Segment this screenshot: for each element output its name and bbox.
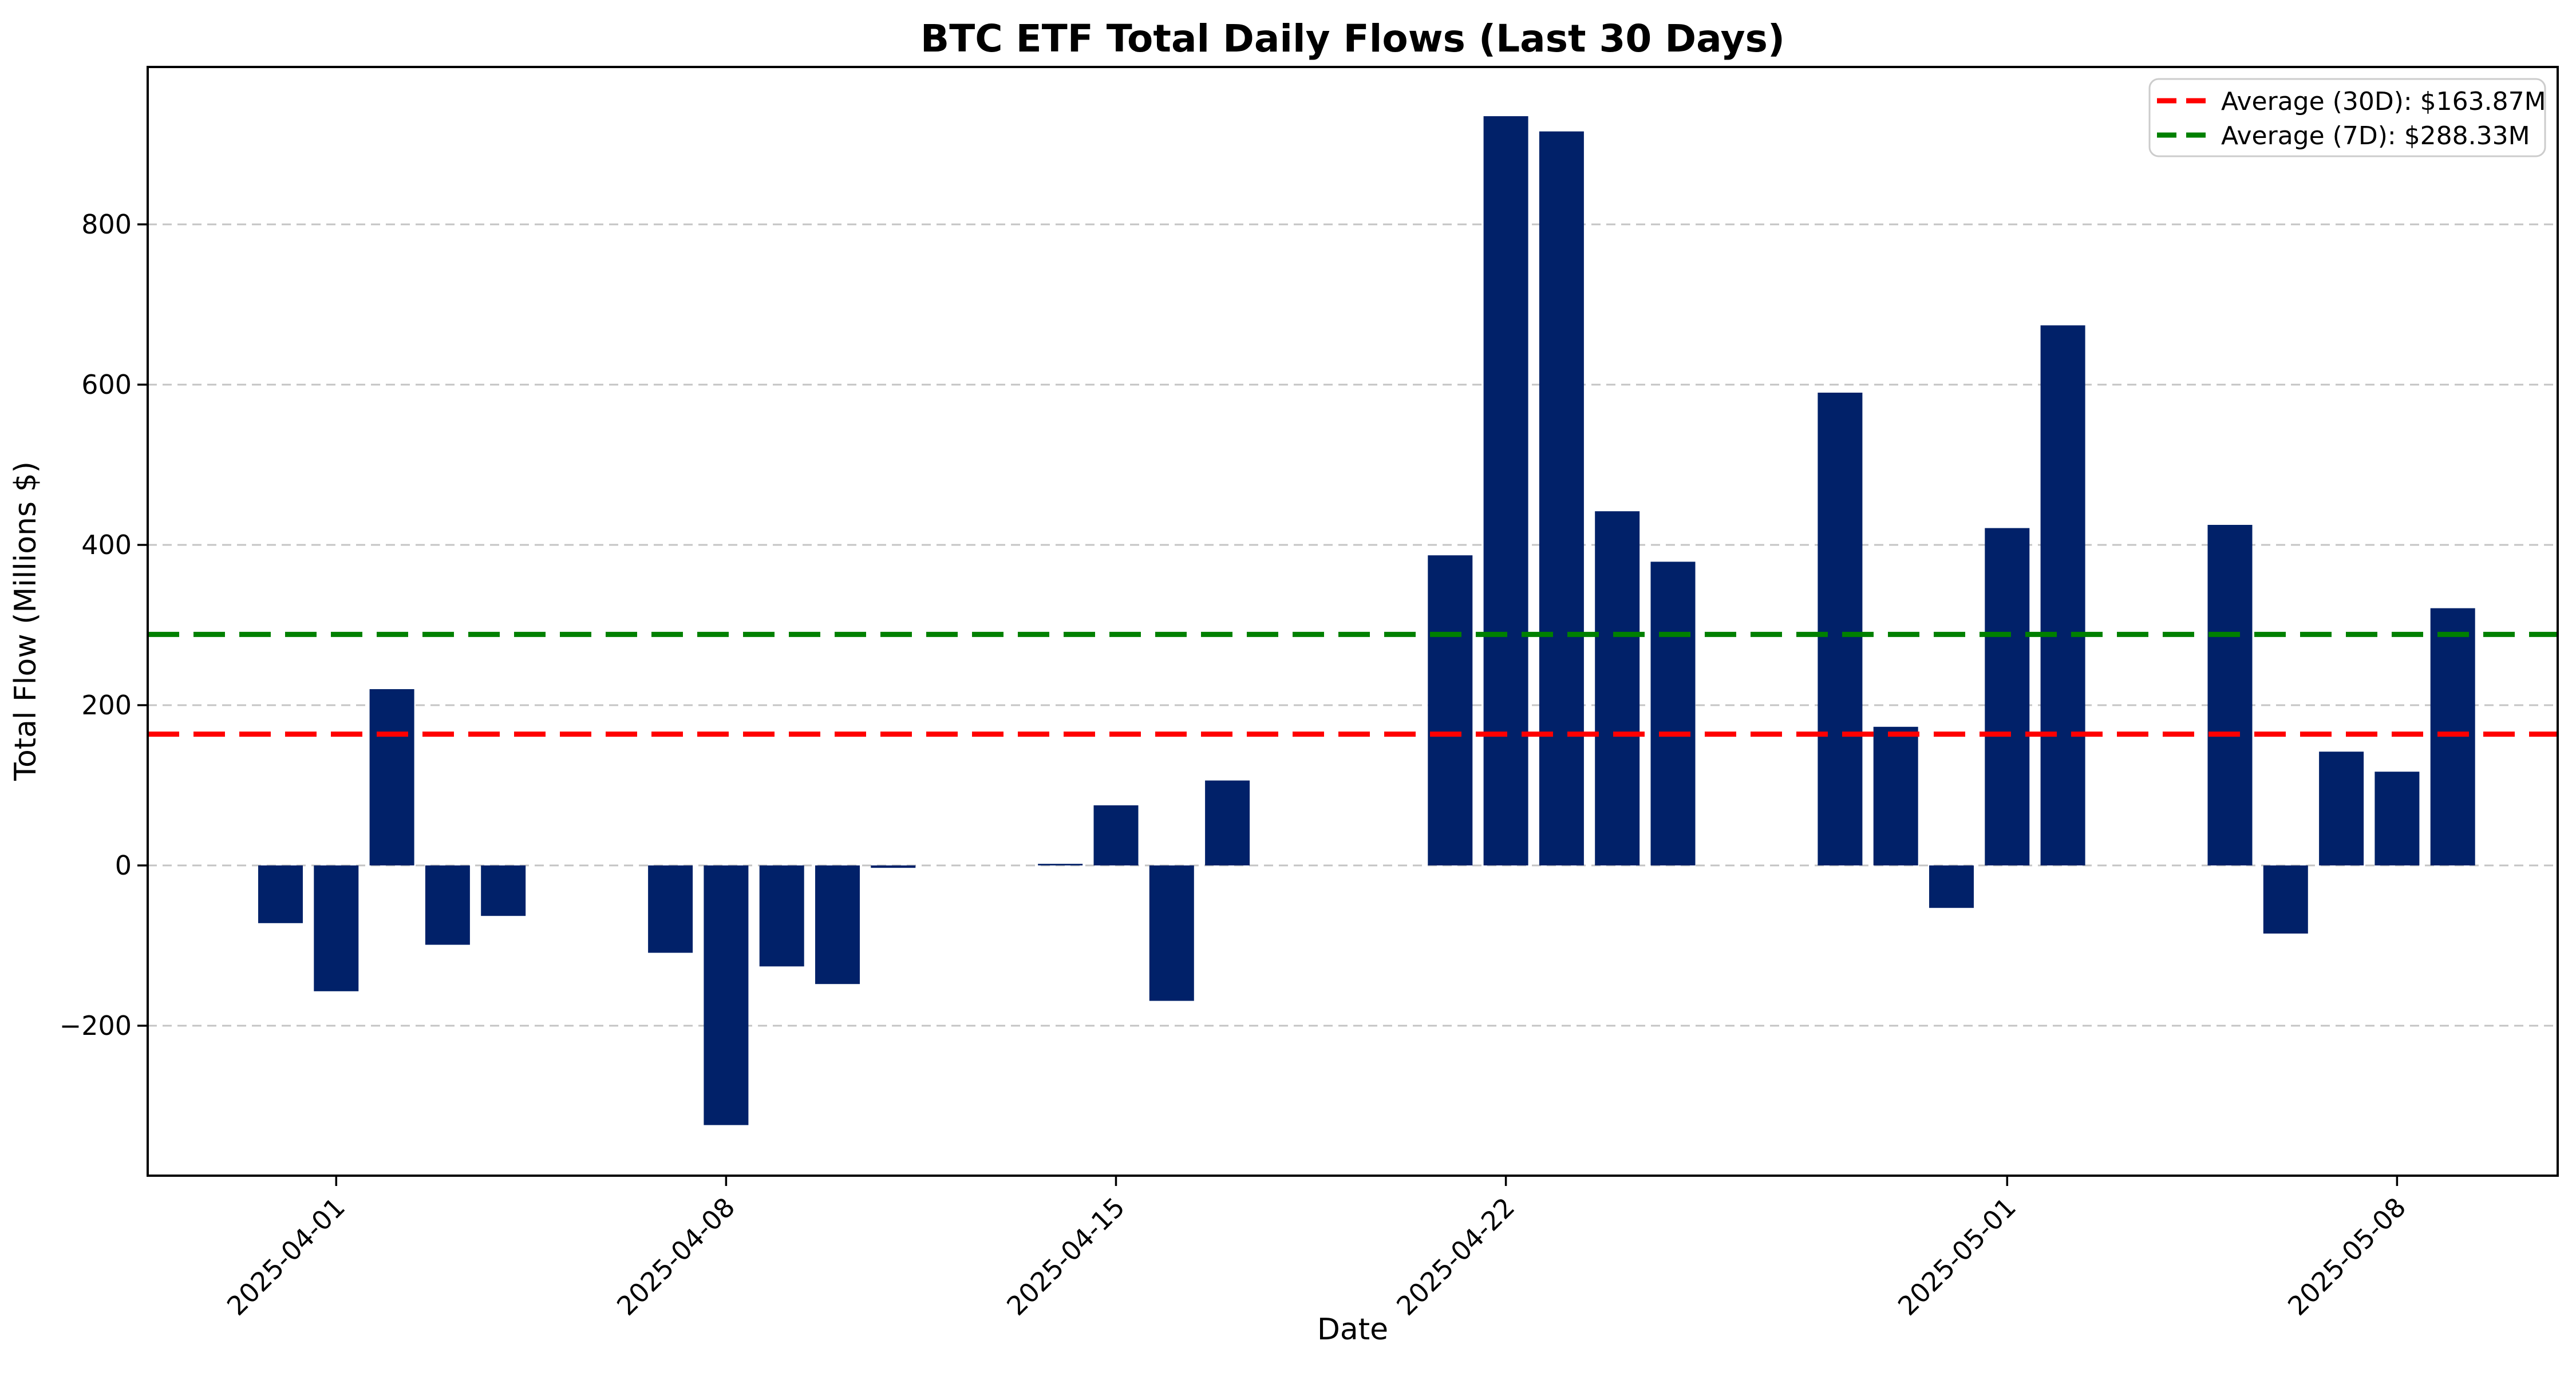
y-axis-label: Total Flow (Millions $) — [9, 461, 43, 781]
bar — [425, 865, 470, 945]
bar — [1149, 865, 1194, 1001]
bar — [369, 689, 414, 865]
x-axis-label: Date — [1317, 1312, 1388, 1347]
plot-area-border — [147, 66, 2559, 1177]
y-tick-label: −200 — [60, 1010, 132, 1041]
bar — [481, 865, 526, 916]
bar — [1873, 726, 1918, 865]
y-tick-label: 400 — [81, 529, 132, 560]
bar — [258, 865, 303, 923]
bar — [2207, 525, 2253, 865]
bar — [1205, 780, 1250, 865]
axis-ticks — [137, 223, 2399, 1186]
legend: Average (30D): $163.87M Average (7D): $2… — [2148, 78, 2546, 157]
y-tick-label: 200 — [81, 690, 132, 721]
bar — [2319, 752, 2364, 865]
bar — [815, 865, 860, 984]
average-lines — [148, 631, 2558, 737]
legend-label-average-30d: Average (30D): $163.87M — [2221, 87, 2546, 116]
chart-title: BTC ETF Total Daily Flows (Last 30 Days) — [920, 17, 1785, 61]
bar — [1093, 805, 1139, 865]
bar — [871, 865, 916, 868]
bar — [1539, 131, 1584, 866]
bar — [1650, 562, 1696, 865]
bar — [1985, 528, 2030, 865]
bar — [1595, 511, 1640, 865]
x-tick-label: 2025-04-01 — [221, 1192, 351, 1322]
bar — [1038, 864, 1083, 865]
y-tick-label: 800 — [81, 209, 132, 240]
x-tick-label: 2025-05-01 — [1892, 1192, 2022, 1322]
y-tick-label: 0 — [115, 850, 132, 881]
legend-box — [2148, 78, 2546, 157]
x-tick-label: 2025-04-08 — [611, 1192, 741, 1322]
bar — [648, 865, 693, 953]
bar — [1428, 555, 1473, 865]
legend-label-average-7d: Average (7D): $288.33M — [2221, 121, 2530, 151]
x-tick-label: 2025-04-15 — [1001, 1192, 1131, 1322]
bar — [1818, 393, 1863, 865]
bar — [2263, 865, 2308, 934]
x-tick-label: 2025-04-22 — [1390, 1192, 1520, 1322]
bar — [314, 865, 359, 991]
x-tick-label: 2025-05-08 — [2282, 1192, 2412, 1322]
bar — [1483, 116, 1528, 865]
bar — [759, 865, 804, 967]
bar — [1929, 865, 1974, 908]
bar — [2040, 325, 2085, 865]
bar — [2430, 608, 2475, 865]
y-tick-label: 600 — [81, 369, 132, 400]
bars — [258, 116, 2475, 1125]
bar — [704, 865, 749, 1125]
bar — [2374, 772, 2420, 865]
